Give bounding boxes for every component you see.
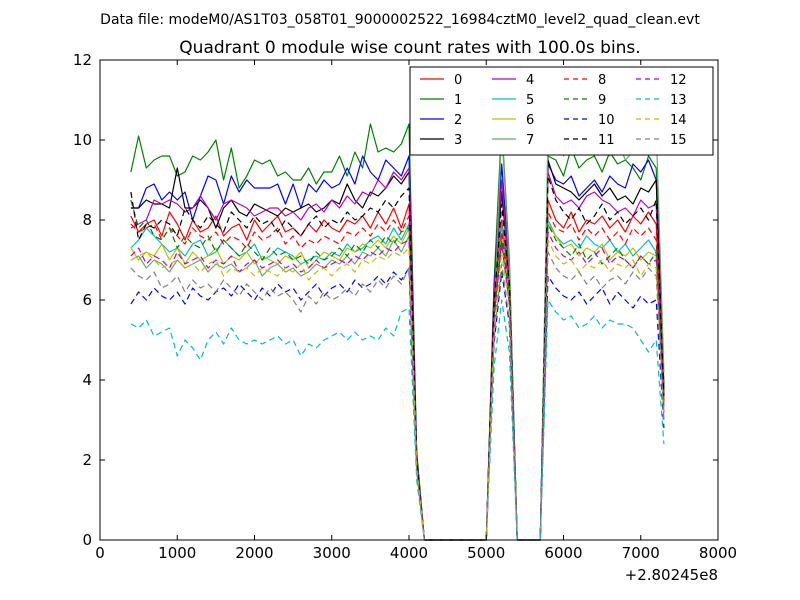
series-15-line <box>130 251 665 541</box>
x-tick-label: 4000 <box>390 544 428 562</box>
y-tick-label: 12 <box>73 51 92 69</box>
y-tick-label: 0 <box>82 531 92 549</box>
legend-label-9: 9 <box>598 93 606 108</box>
x-tick-label: 7000 <box>622 544 660 562</box>
x-tick-label: 2000 <box>235 544 273 562</box>
data-file-suptitle: Data file: modeM0/AS1T03_058T01_90000025… <box>100 12 700 28</box>
series-9-line <box>130 199 665 541</box>
legend-label-8: 8 <box>598 73 606 88</box>
legend-label-3: 3 <box>454 133 462 148</box>
legend-label-12: 12 <box>670 73 687 88</box>
series-14-line <box>130 239 665 541</box>
x-tick-label: 3000 <box>313 544 351 562</box>
series-2-line <box>130 155 665 541</box>
series-1-line <box>130 123 665 541</box>
y-tick-label: 8 <box>82 211 92 229</box>
x-tick-label: 1000 <box>158 544 196 562</box>
legend-label-5: 5 <box>526 93 534 108</box>
x-axis: 0 1000 2000 3000 4000 5000 6000 7000 8000 <box>95 60 737 562</box>
legend-label-11: 11 <box>598 133 615 148</box>
y-tick-label: 2 <box>82 451 92 469</box>
legend-label-2: 2 <box>454 113 462 128</box>
legend-label-6: 6 <box>526 113 534 128</box>
chart-title: Quadrant 0 module wise count rates with … <box>179 38 640 58</box>
y-tick-label: 6 <box>82 291 92 309</box>
series-8-line <box>130 211 665 541</box>
y-tick-label: 10 <box>73 131 92 149</box>
plot-area <box>130 99 665 541</box>
x-axis-offset-label: +2.80245e8 <box>625 566 718 584</box>
x-tick-label: 6000 <box>544 544 582 562</box>
legend-label-7: 7 <box>526 133 534 148</box>
legend-label-14: 14 <box>670 113 687 128</box>
legend-label-10: 10 <box>598 113 615 128</box>
x-tick-label: 5000 <box>467 544 505 562</box>
series-11-line <box>130 175 665 541</box>
legend-label-1: 1 <box>454 93 462 108</box>
x-tick-label: 0 <box>95 544 105 562</box>
series-4-line <box>130 167 665 541</box>
legend-label-4: 4 <box>526 73 534 88</box>
series-10-line <box>130 267 665 541</box>
x-tick-label: 8000 <box>699 544 737 562</box>
legend-label-13: 13 <box>670 93 687 108</box>
y-tick-label: 4 <box>82 371 92 389</box>
series-12-line <box>130 231 665 541</box>
legend-label-0: 0 <box>454 73 462 88</box>
legend-label-15: 15 <box>670 133 687 148</box>
legend-frame <box>409 66 714 156</box>
series-3-line <box>130 159 665 541</box>
series-0-line <box>130 199 665 541</box>
